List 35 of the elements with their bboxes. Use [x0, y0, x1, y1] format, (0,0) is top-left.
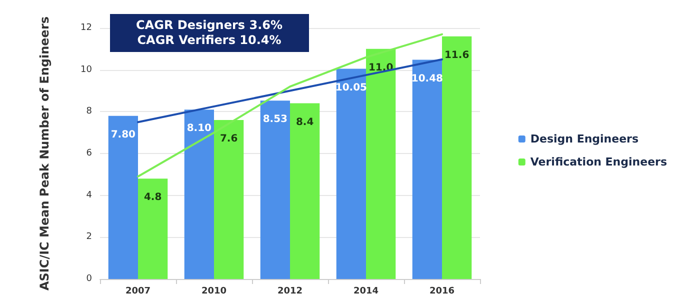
bar	[412, 60, 442, 279]
y-tick-label: 0	[86, 274, 92, 284]
bar	[290, 103, 320, 279]
bar	[442, 36, 472, 279]
data-label: 8.53	[262, 114, 288, 126]
bar	[108, 116, 138, 279]
bar	[214, 120, 244, 279]
data-label: 4.8	[144, 192, 162, 204]
y-tick-label: 2	[86, 232, 92, 242]
line-series	[137, 58, 443, 124]
y-tick-label: 8	[86, 106, 92, 117]
bar	[138, 178, 168, 279]
bar	[184, 110, 214, 279]
legend-label: Design Engineers	[530, 132, 639, 146]
y-tick-label: 12	[80, 23, 92, 33]
data-label: 8.10	[186, 123, 212, 134]
x-tick-label: 2014	[353, 286, 379, 296]
bar	[336, 68, 366, 279]
data-label: 7.80	[110, 129, 136, 140]
y-axis-title: ASIC/IC Mean Peak Number of Engineers	[38, 16, 52, 291]
legend-label: Verification Engineers	[530, 156, 668, 168]
bar	[260, 100, 290, 279]
y-tick-label: 6	[86, 148, 92, 158]
y-tick-label: 4	[86, 190, 92, 200]
x-tick-label: 2010	[201, 286, 227, 296]
data-label: 11.6	[444, 50, 470, 61]
y-tick-label: 10	[80, 64, 92, 75]
bar	[366, 48, 396, 279]
x-tick-label: 2016	[429, 286, 455, 296]
data-label: 7.6	[220, 134, 238, 145]
line-series	[137, 33, 443, 178]
x-tick-label: 2012	[277, 286, 303, 296]
x-tick-label: 2007	[125, 286, 151, 296]
data-label: 8.4	[296, 116, 314, 128]
note-box: CAGR Designers 3.6% CAGR Verifiers 10.4%	[110, 14, 309, 52]
